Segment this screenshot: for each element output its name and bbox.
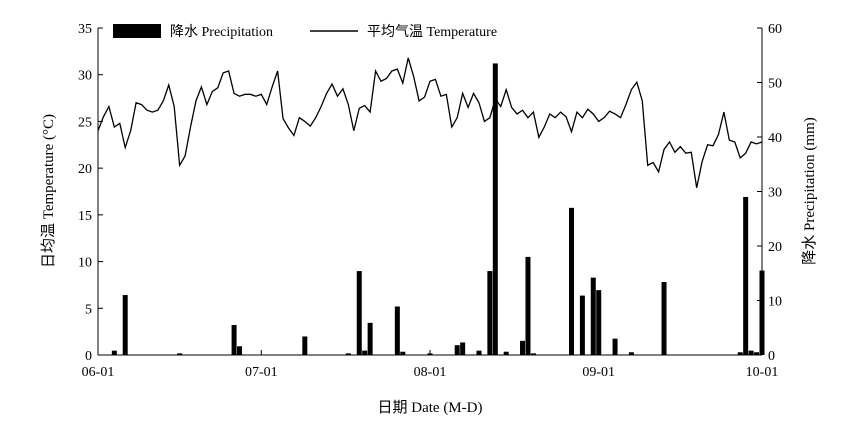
legend: 降水 Precipitation 平均气温 Temperature <box>113 24 497 40</box>
right-tick-label: 20 <box>768 240 782 255</box>
left-tick-label: 35 <box>78 22 92 37</box>
precip-bar-6 <box>345 353 351 355</box>
precipitation-bars <box>111 63 765 356</box>
precip-bar-15 <box>476 350 482 355</box>
precip-bar-23 <box>579 295 585 355</box>
precip-bar-25 <box>596 290 602 355</box>
x-tick-label: 09-01 <box>582 365 615 380</box>
right-tick-label: 50 <box>768 77 782 92</box>
x-tick-label: 08-01 <box>414 365 447 380</box>
left-tick-label: 20 <box>78 162 92 177</box>
precip-bar-7 <box>356 271 362 355</box>
precip-bar-5 <box>302 336 308 355</box>
precip-bar-4 <box>237 346 243 355</box>
x-axis-ticks: 06-01 07-01 08-01 09-01 10-01 <box>82 350 779 380</box>
precip-bar-16 <box>487 271 493 355</box>
left-tick-label: 10 <box>78 256 92 271</box>
left-tick-label: 30 <box>78 69 92 84</box>
x-tick-label: 10-01 <box>746 365 779 380</box>
legend-label-precipitation: 降水 Precipitation <box>170 24 273 40</box>
right-tick-label: 40 <box>768 131 782 146</box>
precip-bar-8 <box>362 350 368 355</box>
right-tick-label: 10 <box>768 295 782 310</box>
right-tick-label: 60 <box>768 22 782 37</box>
precip-bar-2 <box>177 353 183 355</box>
left-tick-label: 5 <box>85 302 92 317</box>
precip-bar-31 <box>748 350 754 355</box>
left-axis-title: 日均温 Temperature (°C) <box>40 114 57 268</box>
right-axis-title: 降水 Precipitation (mm) <box>801 117 818 264</box>
precip-bar-3 <box>231 325 237 355</box>
precip-bar-26 <box>612 338 618 355</box>
precip-bar-13 <box>454 345 460 355</box>
precip-bar-29 <box>737 352 743 355</box>
precip-bar-21 <box>530 353 536 355</box>
left-tick-label: 25 <box>78 115 92 130</box>
precip-bar-9 <box>367 322 373 355</box>
x-tick-label: 06-01 <box>82 365 115 380</box>
precip-bar-30 <box>743 196 749 355</box>
temperature-line <box>97 57 763 188</box>
right-tick-label: 30 <box>768 186 782 201</box>
precip-bar-24 <box>590 277 596 355</box>
precip-bar-10 <box>394 306 400 355</box>
right-axis-ticks: 0 10 20 30 40 50 60 <box>757 22 782 364</box>
precip-bar-14 <box>460 342 466 355</box>
x-tick-label: 07-01 <box>245 365 278 380</box>
legend-bar-swatch <box>113 24 161 38</box>
left-tick-label: 0 <box>85 349 92 364</box>
x-axis-title: 日期 Date (M-D) <box>378 399 483 416</box>
precip-bar-11 <box>400 351 406 355</box>
precip-bar-27 <box>628 352 634 355</box>
precip-bar-20 <box>525 256 531 355</box>
left-tick-label: 15 <box>78 209 92 224</box>
precip-bar-22 <box>569 207 575 355</box>
precip-bar-1 <box>122 295 128 355</box>
precip-bar-19 <box>520 340 526 355</box>
left-axis-ticks: 0 5 10 15 20 25 30 35 <box>78 22 103 364</box>
precip-bar-0 <box>111 350 117 355</box>
precip-bar-32 <box>754 352 760 355</box>
precip-bar-18 <box>503 351 509 355</box>
precip-bar-28 <box>661 281 667 355</box>
precip-bar-17 <box>492 63 498 356</box>
right-tick-label: 0 <box>768 349 775 364</box>
legend-label-temperature: 平均气温 Temperature <box>367 24 497 40</box>
